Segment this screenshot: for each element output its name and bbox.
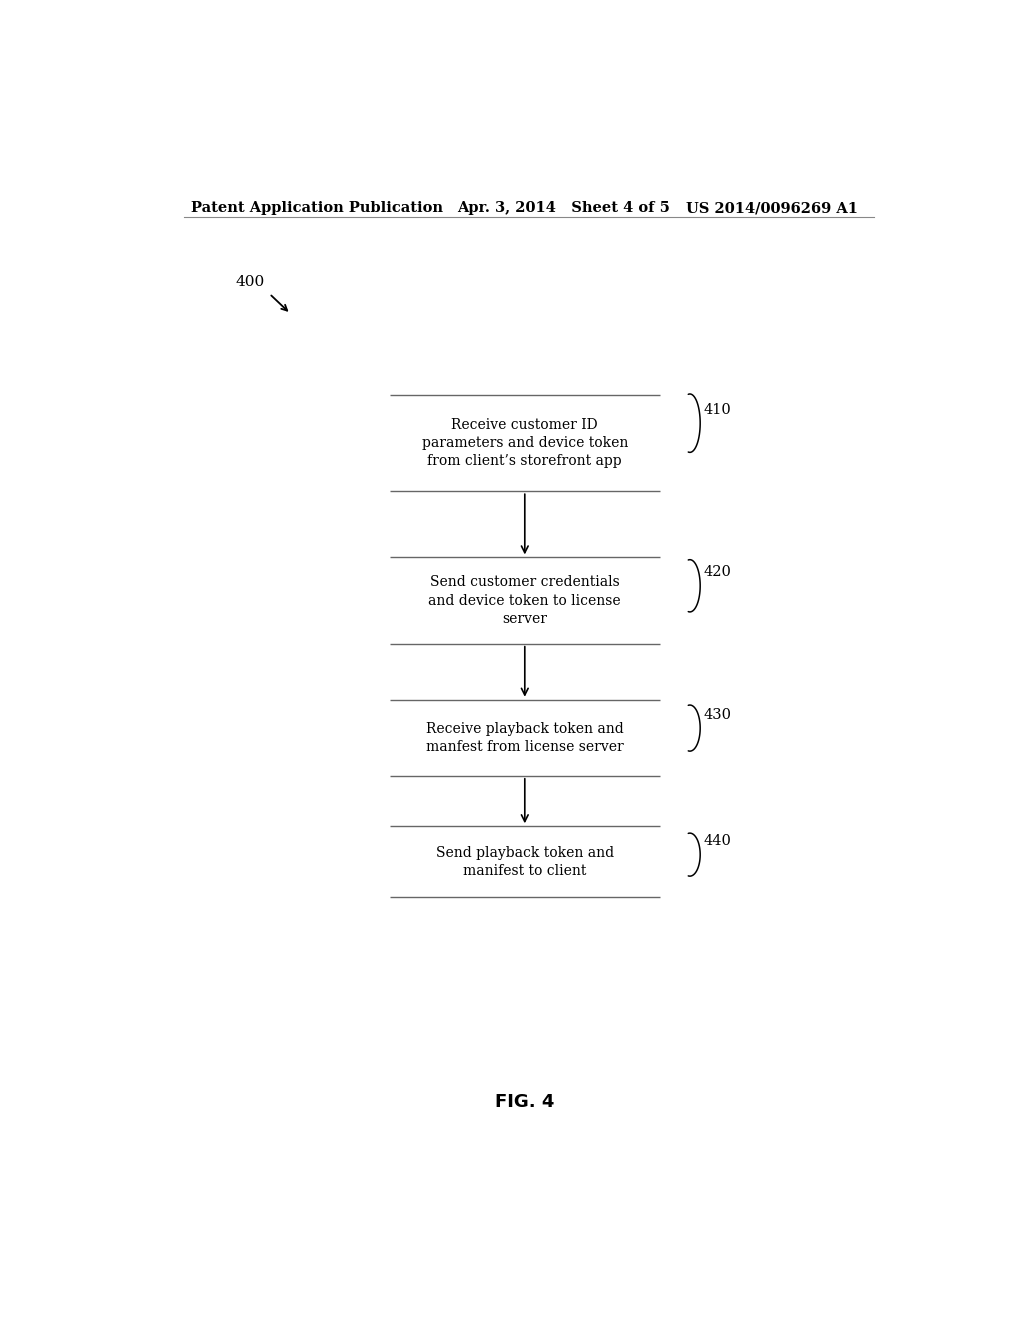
Text: 430: 430 — [703, 708, 731, 722]
Text: Apr. 3, 2014   Sheet 4 of 5: Apr. 3, 2014 Sheet 4 of 5 — [458, 201, 671, 215]
Text: Receive customer ID
parameters and device token
from client’s storefront app: Receive customer ID parameters and devic… — [422, 417, 628, 469]
Text: US 2014/0096269 A1: US 2014/0096269 A1 — [686, 201, 858, 215]
Text: Send customer credentials
and device token to license
server: Send customer credentials and device tok… — [428, 576, 622, 626]
Text: 400: 400 — [236, 276, 264, 289]
Text: 440: 440 — [703, 834, 731, 849]
Text: 420: 420 — [703, 565, 731, 579]
Text: Receive playback token and
manfest from license server: Receive playback token and manfest from … — [426, 722, 624, 754]
Text: FIG. 4: FIG. 4 — [496, 1093, 554, 1110]
Text: 410: 410 — [703, 403, 731, 417]
Text: Patent Application Publication: Patent Application Publication — [191, 201, 443, 215]
Text: Send playback token and
manifest to client: Send playback token and manifest to clie… — [436, 846, 613, 878]
